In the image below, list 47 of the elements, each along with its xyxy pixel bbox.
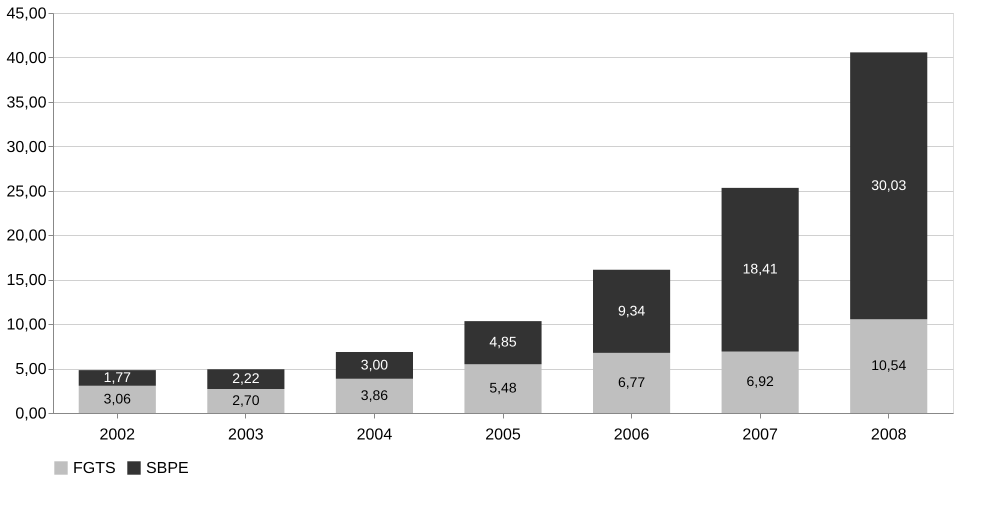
y-tick-label: 15,00 (6, 272, 47, 290)
data-label: 6,92 (746, 373, 774, 390)
y-tick-label: 35,00 (6, 94, 47, 112)
data-label: 30,03 (871, 176, 906, 193)
data-label: 3,86 (360, 386, 388, 403)
data-label: 9,34 (618, 302, 646, 318)
bar (336, 378, 413, 413)
x-tick-label: 2006 (614, 426, 650, 444)
y-tick-label: 20,00 (6, 228, 47, 245)
data-label: 2,70 (232, 392, 260, 408)
y-tick-label: 5,00 (15, 361, 47, 378)
bar (850, 52, 928, 320)
data-label: 2,22 (232, 370, 260, 386)
x-tick-label: 2005 (485, 426, 521, 444)
bar (207, 369, 284, 389)
y-tick-label: 25,00 (6, 183, 47, 200)
y-tick-label: 10,00 (6, 316, 47, 334)
data-label: 3,06 (104, 390, 132, 406)
data-label: 5,48 (489, 380, 517, 396)
x-tick-label: 2004 (356, 426, 392, 444)
data-label: 6,77 (618, 374, 646, 390)
data-label: 10,54 (871, 357, 906, 374)
bar (722, 188, 799, 352)
bar (464, 364, 542, 413)
data-label: 1,77 (104, 368, 132, 385)
bar (722, 351, 799, 413)
bar (78, 370, 156, 386)
x-tick-label: 2002 (99, 426, 136, 444)
y-tick-label: 0,00 (15, 406, 47, 422)
legend-label: FGTS (73, 460, 116, 477)
data-label: 3,00 (360, 356, 388, 372)
bar (464, 321, 542, 364)
data-label: 4,85 (489, 334, 517, 350)
bar (593, 352, 670, 413)
x-tick-label: 2007 (742, 426, 778, 444)
bar (336, 352, 413, 379)
x-tick-label: 2003 (228, 426, 264, 444)
y-tick-label: 30,00 (6, 138, 47, 156)
data-label: 18,41 (742, 260, 778, 277)
bar (850, 319, 928, 413)
bar (593, 270, 670, 353)
legend-label: SBPE (146, 460, 189, 477)
y-tick-label: 45,00 (6, 6, 47, 22)
bar (207, 389, 284, 413)
y-tick-label: 40,00 (6, 50, 47, 67)
bar (78, 386, 156, 413)
x-tick-label: 2008 (870, 426, 907, 444)
